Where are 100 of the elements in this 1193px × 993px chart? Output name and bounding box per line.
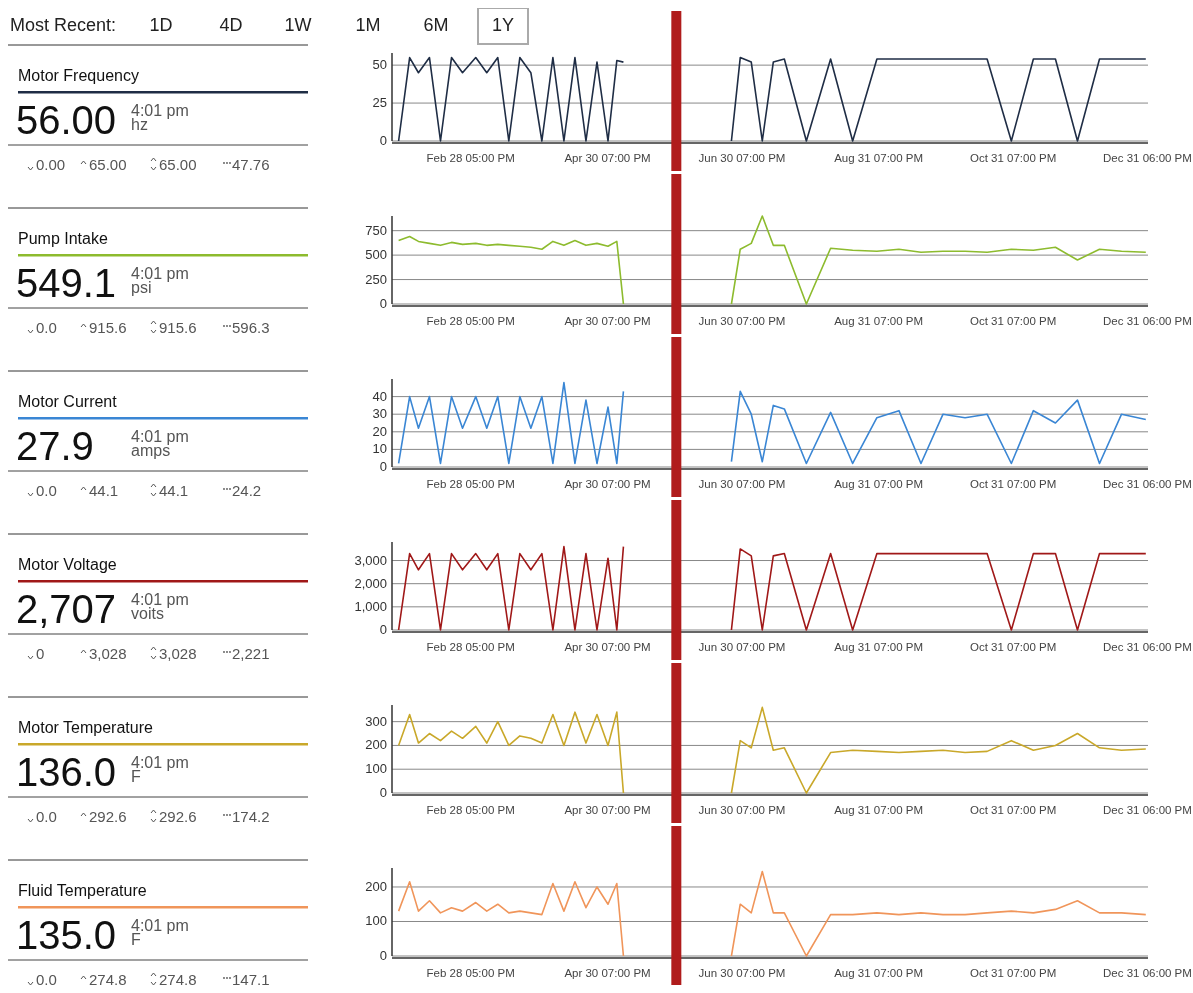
y-tick-label: 100 [365, 761, 387, 777]
text: Most Recent: [10, 15, 117, 35]
x-tick-label: Jun 30 07:00 PM [698, 641, 786, 653]
text: 596.3 [232, 319, 270, 336]
x-tick-label: Apr 30 07:00 PM [564, 967, 651, 979]
y-tick-label: 25 [372, 95, 387, 111]
x-tick-label: Jun 30 07:00 PM [698, 152, 786, 164]
text: 1Y [491, 15, 515, 35]
x-tick-label: Feb 28 05:00 PM [426, 804, 515, 816]
y-tick-label: 20 [372, 423, 387, 439]
text: 2,707 [16, 587, 117, 631]
text: voits [131, 605, 164, 622]
x-tick-label: Apr 30 07:00 PM [564, 152, 651, 164]
y-tick-label: 3,000 [354, 552, 387, 568]
text: 2,221 [232, 645, 270, 662]
x-tick-label: Jun 30 07:00 PM [698, 478, 786, 490]
text: Pump Intake [18, 230, 108, 247]
x-tick-label: Dec 31 06:00 PM [1103, 315, 1192, 327]
text: 27.9 [16, 424, 94, 468]
text: 174.2 [232, 808, 270, 825]
text: F [131, 768, 141, 785]
x-tick-label: Aug 31 07:00 PM [834, 804, 924, 816]
text: Motor Temperature [18, 719, 153, 736]
text: 274.8 [89, 971, 127, 988]
text: 24.2 [232, 482, 262, 499]
x-tick-label: Jun 30 07:00 PM [698, 315, 786, 327]
y-tick-label: 200 [365, 878, 387, 894]
category-label: 1D [149, 15, 173, 35]
y-tick-label: 500 [365, 247, 387, 263]
text: 3,028 [159, 645, 197, 662]
x-tick-label: Oct 31 07:00 PM [969, 967, 1057, 979]
y-tick-label: 250 [365, 271, 387, 287]
category-label: 6M [423, 15, 449, 35]
text: 47.76 [232, 156, 270, 173]
y-tick-label: 1,000 [354, 598, 387, 614]
x-tick-label: Dec 31 06:00 PM [1103, 478, 1192, 490]
y-tick-label: 30 [372, 406, 387, 422]
y-tick-label: 750 [365, 222, 387, 238]
text: 65.00 [89, 156, 127, 173]
y-tick-label: 2,000 [354, 575, 387, 591]
x-tick-label: Oct 31 07:00 PM [969, 641, 1057, 653]
text: 4:01 pm [131, 265, 189, 282]
y-tick-label: 0 [379, 459, 387, 474]
y-tick-label: 0 [379, 296, 387, 311]
text: 4:01 pm [131, 917, 189, 934]
x-tick-label: Dec 31 06:00 PM [1103, 152, 1192, 164]
text: 292.6 [159, 808, 197, 825]
text: psi [131, 279, 152, 296]
text: 147.1 [232, 971, 270, 988]
text: 292.6 [89, 808, 127, 825]
y-tick-label: 0 [379, 785, 387, 800]
x-tick-label: Jun 30 07:00 PM [698, 967, 786, 979]
text: 0.0 [36, 482, 57, 499]
text: 549.1 [16, 261, 117, 305]
x-tick-label: Aug 31 07:00 PM [834, 152, 924, 164]
text: Motor Voltage [18, 556, 117, 573]
text: Motor Frequency [18, 67, 139, 84]
x-tick-label: Feb 28 05:00 PM [426, 315, 515, 327]
x-tick-label: Dec 31 06:00 PM [1103, 641, 1192, 653]
y-tick-label: 200 [365, 737, 387, 753]
x-tick-label: Feb 28 05:00 PM [426, 641, 515, 653]
text: 65.00 [159, 156, 197, 173]
x-tick-label: Feb 28 05:00 PM [426, 967, 515, 979]
y-tick-label: 50 [372, 57, 387, 73]
text: F [131, 931, 141, 948]
text: 44.1 [89, 482, 119, 499]
text: hz [131, 116, 148, 133]
text: 135.0 [16, 913, 117, 957]
text: 4:01 pm [131, 428, 189, 445]
text: 44.1 [159, 482, 189, 499]
y-tick-label: 0 [379, 622, 387, 637]
text: 915.6 [89, 319, 127, 336]
text: 274.8 [159, 971, 197, 988]
x-tick-label: Dec 31 06:00 PM [1103, 967, 1192, 979]
x-tick-label: Feb 28 05:00 PM [426, 478, 515, 490]
x-tick-label: Aug 31 07:00 PM [834, 315, 924, 327]
y-tick-label: 10 [372, 441, 387, 457]
text: 0.0 [36, 319, 57, 336]
x-tick-label: Oct 31 07:00 PM [969, 152, 1057, 164]
category-label: 1M [355, 15, 381, 35]
category-label: 1W [284, 15, 312, 35]
text: 4:01 pm [131, 102, 189, 119]
y-tick-label: 0 [379, 948, 387, 963]
x-tick-label: Apr 30 07:00 PM [564, 641, 651, 653]
x-tick-label: Feb 28 05:00 PM [426, 152, 515, 164]
text: 3,028 [89, 645, 127, 662]
y-tick-label: 40 [372, 388, 387, 404]
text: 4:01 pm [131, 591, 189, 608]
text: 0.0 [36, 971, 57, 988]
x-tick-label: Aug 31 07:00 PM [834, 641, 924, 653]
x-tick-label: Oct 31 07:00 PM [969, 315, 1057, 327]
text: 4:01 pm [131, 754, 189, 771]
x-tick-label: Jun 30 07:00 PM [698, 804, 786, 816]
text: 0 [36, 645, 45, 662]
x-tick-label: Apr 30 07:00 PM [564, 804, 651, 816]
x-tick-label: Oct 31 07:00 PM [969, 804, 1057, 816]
category-label: 4D [219, 15, 243, 35]
x-tick-label: Aug 31 07:00 PM [834, 967, 924, 979]
y-tick-label: 300 [365, 713, 387, 729]
x-tick-label: Apr 30 07:00 PM [564, 315, 651, 327]
